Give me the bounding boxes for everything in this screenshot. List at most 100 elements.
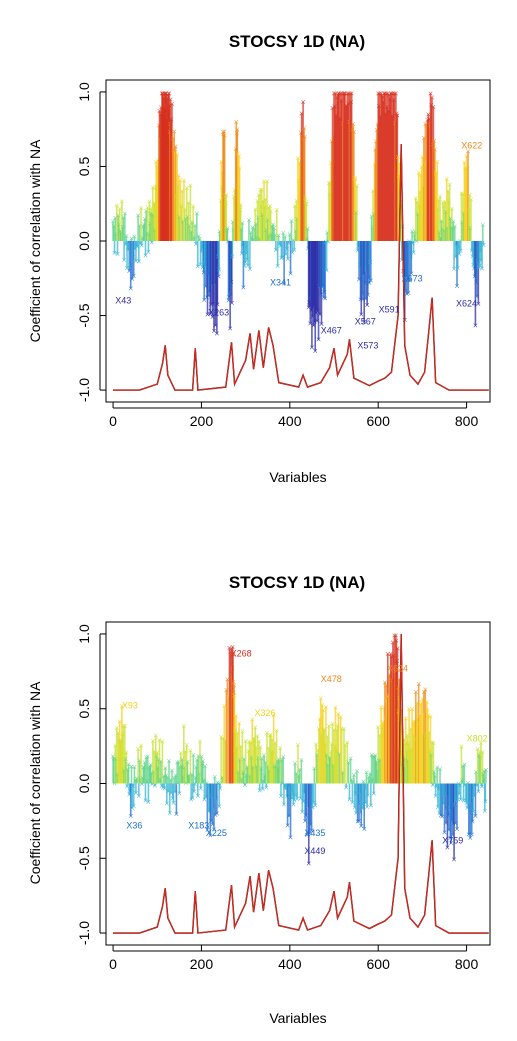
variable-label: X759 [442,835,463,845]
correlation-point: × [362,824,367,834]
correlation-point: × [465,146,470,156]
variable-label: X467 [321,325,342,335]
correlation-point: × [320,700,325,710]
correlation-point: × [113,213,118,223]
correlation-point: × [315,745,320,755]
correlation-point: × [415,197,420,207]
correlation-point: × [415,698,420,708]
correlation-point: × [226,693,231,703]
correlation-point: × [158,756,163,766]
correlation-point: × [163,763,168,773]
correlation-point: × [135,210,140,220]
correlation-point: × [481,240,486,250]
correlation-point: × [210,312,215,322]
correlation-point: × [411,248,416,258]
correlation-point: × [455,263,460,273]
correlation-point: × [458,246,463,256]
correlation-point: × [189,795,194,805]
correlation-point: × [353,808,358,818]
correlation-point: × [173,141,178,151]
correlation-point: × [230,650,235,660]
correlation-point: × [210,819,215,829]
correlation-point: × [360,294,365,304]
correlation-point: × [304,199,309,209]
correlation-point: × [285,821,290,831]
correlation-point: × [464,151,469,161]
correlation-point: × [447,179,452,189]
correlation-point: × [200,756,205,766]
correlation-point: × [294,768,299,778]
correlation-point: × [246,215,251,225]
correlation-point: × [467,190,472,200]
correlation-point: × [448,838,453,848]
correlation-point: × [251,733,256,743]
correlation-point: × [169,99,174,109]
x-tick-label: 400 [278,956,302,972]
correlation-point: × [474,780,479,790]
correlation-point: × [377,730,382,740]
correlation-point: × [181,721,186,731]
correlation-point: × [223,191,228,201]
correlation-point: × [483,765,488,775]
correlation-point: × [166,88,171,98]
correlation-point: × [215,778,220,788]
correlation-point: × [133,775,138,785]
correlation-point: × [110,217,115,227]
correlation-point: × [475,744,480,754]
correlation-point: × [285,254,290,264]
correlation-point: × [147,196,152,206]
correlation-point: × [208,309,213,319]
correlation-point: × [143,251,148,261]
correlation-point: × [362,317,367,327]
correlation-point: × [135,241,140,251]
correlation-point: × [453,252,458,262]
correlation-point: × [302,787,307,797]
correlation-point: × [389,652,394,662]
correlation-point: × [213,321,218,331]
correlation-point: × [137,221,142,231]
variable-label: X478 [321,674,342,684]
correlation-point: × [272,230,277,240]
correlation-point: × [248,228,253,238]
correlation-point: × [431,738,436,748]
correlation-point: × [300,97,305,107]
correlation-point: × [471,806,476,816]
correlation-point: × [476,299,481,309]
correlation-point: × [430,780,435,790]
correlation-point: × [395,683,400,693]
correlation-point: × [150,736,155,746]
x-tick-label: 600 [367,956,391,972]
correlation-point: × [161,783,166,793]
correlation-point: × [186,198,191,208]
correlation-point: × [316,335,321,345]
correlation-point: × [409,269,414,279]
correlation-point: × [337,749,342,759]
correlation-point: × [402,735,407,745]
y-axis-label: Coefficient of correlation with NA [27,139,43,342]
correlation-point: × [434,157,439,167]
correlation-point: × [155,155,160,165]
correlation-point: × [325,227,330,237]
correlation-point: × [255,731,260,741]
correlation-point: × [291,235,296,245]
correlation-point: × [215,300,220,310]
correlation-point: × [181,175,186,185]
correlation-point: × [425,705,430,715]
variable-label: X326 [254,708,275,718]
correlation-point: × [136,257,141,267]
correlation-point: × [130,803,135,813]
correlation-point: × [216,272,221,282]
correlation-point: × [155,748,160,758]
correlation-point: × [166,756,171,766]
correlation-point: × [379,88,384,98]
correlation-point: × [240,727,245,737]
correlation-point: × [322,726,327,736]
correlation-point: × [354,181,359,191]
correlation-point: × [405,730,410,740]
correlation-point: × [451,854,456,864]
y-tick-label: 1.0 [76,624,92,644]
correlation-point: × [237,163,242,173]
correlation-point: × [235,728,240,738]
chart-title: STOCSY 1D (NA) [229,32,365,51]
